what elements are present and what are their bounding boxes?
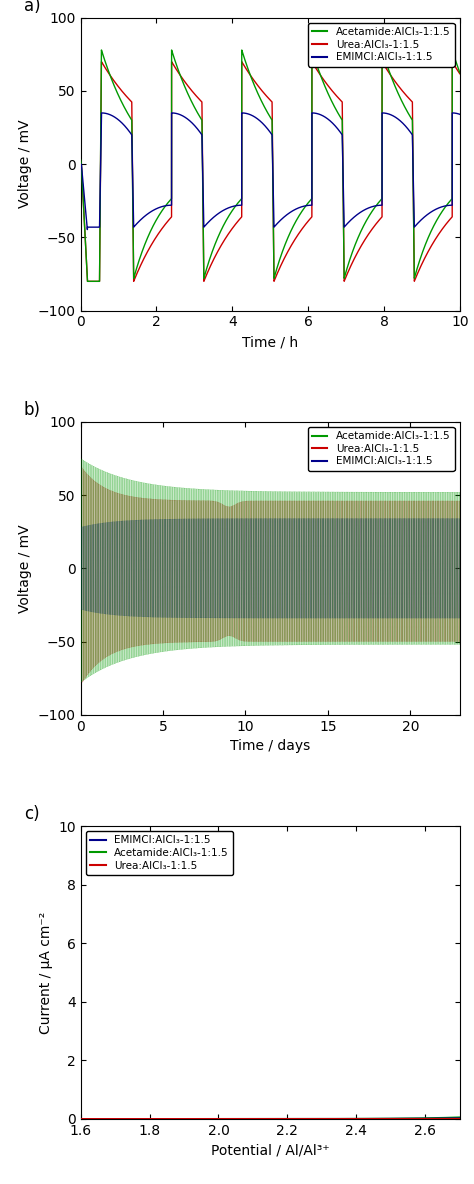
X-axis label: Time / h: Time / h xyxy=(242,335,298,349)
Y-axis label: Voltage / mV: Voltage / mV xyxy=(18,525,32,612)
Legend: Acetamide:AlCl₃-1:1.5, Urea:AlCl₃-1:1.5, EMIMCl:AlCl₃-1:1.5: Acetamide:AlCl₃-1:1.5, Urea:AlCl₃-1:1.5,… xyxy=(308,427,455,471)
Text: c): c) xyxy=(24,805,39,823)
Y-axis label: Current / μA cm⁻²: Current / μA cm⁻² xyxy=(38,912,53,1034)
X-axis label: Potential / Al/Al³⁺: Potential / Al/Al³⁺ xyxy=(211,1144,329,1157)
Text: b): b) xyxy=(24,401,41,419)
Legend: EMIMCl:AlCl₃-1:1.5, Acetamide:AlCl₃-1:1.5, Urea:AlCl₃-1:1.5: EMIMCl:AlCl₃-1:1.5, Acetamide:AlCl₃-1:1.… xyxy=(86,831,233,875)
X-axis label: Time / days: Time / days xyxy=(230,739,310,753)
Y-axis label: Voltage / mV: Voltage / mV xyxy=(18,120,32,208)
Text: a): a) xyxy=(24,0,40,15)
Legend: Acetamide:AlCl₃-1:1.5, Urea:AlCl₃-1:1.5, EMIMCl:AlCl₃-1:1.5: Acetamide:AlCl₃-1:1.5, Urea:AlCl₃-1:1.5,… xyxy=(308,22,455,66)
